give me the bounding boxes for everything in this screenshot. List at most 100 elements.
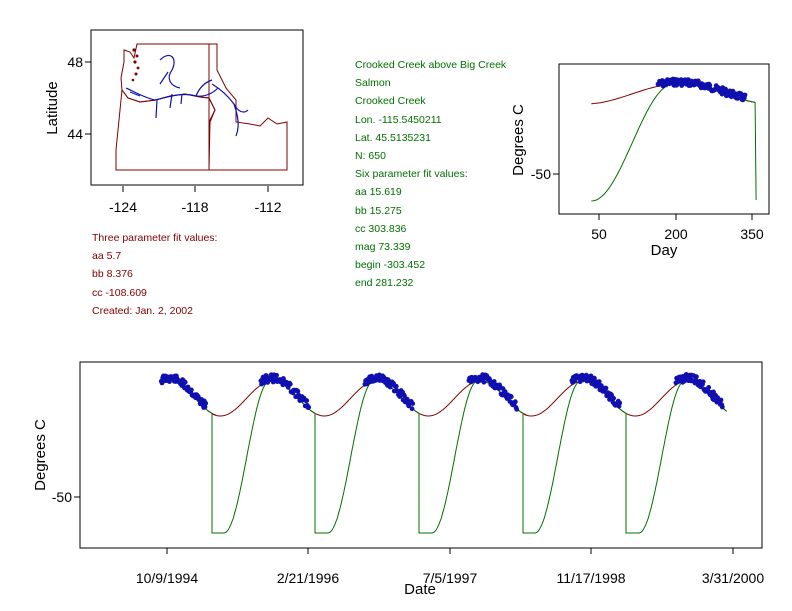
annual-plot-area: [591, 76, 757, 202]
annual-y-tick-label: -50: [531, 166, 551, 182]
annual-x-axis-label: Day: [651, 242, 678, 259]
ts-observation-point: [409, 406, 415, 412]
river-network: [125, 55, 249, 137]
ts-observation-point: [481, 379, 487, 385]
ts-observation-point: [203, 400, 209, 406]
ts-x-tick-label: 11/17/1998: [556, 570, 625, 586]
annual-x-tick-label: 50: [591, 226, 607, 242]
annual-six-param-fit-line: [591, 83, 757, 202]
yakima-river: [159, 71, 169, 85]
annual-observation-point: [731, 89, 736, 95]
site-stream: Crooked Creek: [355, 95, 426, 108]
ts-x-tick-label: 2/21/1996: [277, 570, 339, 586]
cowlitz-river: [129, 91, 141, 97]
ts-observation-point: [304, 398, 310, 403]
map-axes: -124 -118 -112 48 44 Latitude: [44, 54, 282, 215]
map-y-axis-label: Latitude: [44, 81, 61, 134]
map-y-tick-label: 48: [67, 54, 83, 70]
ts-observation-point: [694, 374, 699, 380]
snake-river-segment: [195, 79, 213, 97]
six-param-bb: bb 15.275: [355, 204, 402, 217]
ts-observation-point: [189, 387, 194, 393]
annual-axes: 50 200 350 Day -50 Degrees C: [510, 104, 764, 259]
ts-observation-point: [402, 393, 407, 399]
ts-observation-point: [287, 381, 293, 387]
annual-observation-point: [707, 83, 713, 88]
ts-x-tick-label: 3/31/2000: [702, 570, 764, 586]
site-longitude: Lon. -115.5450211: [355, 113, 442, 126]
site-basin: Salmon: [355, 77, 391, 90]
ts-observation-point: [512, 399, 518, 405]
annual-observation-point: [735, 96, 741, 101]
ts-observation-point: [185, 384, 191, 390]
ts-observation-point: [617, 400, 623, 406]
annual-chart-frame: [558, 63, 770, 215]
ts-observation-point: [718, 397, 724, 403]
salmon-river: [233, 103, 239, 137]
ts-observation-point: [491, 379, 497, 384]
ts-observation-point: [274, 372, 279, 378]
ts-observation-point: [603, 385, 609, 391]
three-param-cc: cc -108.609: [92, 286, 147, 299]
ts-x-axis-label: Date: [404, 581, 436, 598]
oregon-outline: [115, 88, 216, 171]
site-info-panel: Crooked Creek above Big Creek Salmon Cro…: [355, 56, 506, 292]
ts-observation-point: [202, 404, 208, 410]
map-x-tick-label: -112: [255, 199, 282, 215]
map-y-tick-label: 44: [67, 126, 83, 142]
state-boundaries: [115, 43, 288, 171]
three-param-aa: aa 5.7: [92, 250, 122, 263]
ts-observation-point: [306, 404, 312, 410]
ts-observation-point: [700, 379, 706, 385]
columbia-river-upper: [159, 55, 181, 89]
timeseries-axes: 10/9/1994 2/21/1996 7/5/1997 11/17/1998 …: [32, 419, 764, 598]
ts-x-tick-label: 10/9/1994: [136, 570, 198, 586]
ts-observation-point: [592, 375, 597, 381]
site-latitude: Lat. 45.5135231: [355, 131, 431, 144]
ts-observation-point: [508, 394, 514, 400]
map-frame: [90, 29, 304, 186]
timeseries-plot-area: [158, 372, 728, 534]
ts-observation-point: [502, 389, 508, 394]
snake-river: [211, 83, 249, 113]
ts-observation-point: [596, 379, 602, 384]
six-param-mag: mag 73.339: [355, 240, 411, 253]
ts-x-tick-label: 7/5/1997: [423, 570, 478, 586]
three-param-heading: Three parameter fit values:: [92, 232, 218, 244]
site-name: Crooked Creek above Big Creek: [355, 59, 507, 71]
timeseries-chart-frame: [79, 361, 763, 549]
deschutes-river: [169, 93, 173, 109]
annual-chart: 50 200 350 Day -50 Degrees C: [510, 63, 770, 259]
ts-observation-point: [514, 406, 520, 412]
annual-x-tick-label: 200: [664, 226, 688, 242]
six-param-cc: cc 303.836: [355, 222, 407, 235]
timeseries-chart: 10/9/1994 2/21/1996 7/5/1997 11/17/1998 …: [32, 361, 764, 598]
annual-y-axis-label: Degrees C: [510, 104, 527, 176]
six-param-begin: begin -303.452: [355, 259, 426, 272]
ts-observation-point: [410, 401, 416, 406]
puget-sound: [131, 48, 140, 82]
idaho-outline: [208, 43, 288, 171]
map-x-tick-label: -118: [182, 199, 209, 215]
created-date: Created: Jan. 2, 2002: [92, 304, 193, 317]
site-count: N: 650: [355, 149, 386, 162]
three-param-bb: bb 8.376: [92, 268, 133, 281]
john-day-river: [180, 93, 183, 105]
ts-y-tick-label: -50: [52, 489, 72, 505]
map-x-tick-label: -124: [109, 199, 137, 215]
annual-x-tick-label: 350: [740, 226, 764, 242]
six-param-heading: Six parameter fit values:: [355, 168, 468, 181]
ts-observation-point: [295, 388, 301, 394]
annual-observation-point: [742, 92, 748, 98]
willamette-river: [155, 99, 158, 119]
columbia-river-lower: [125, 87, 219, 101]
ts-observation-point: [706, 385, 712, 390]
ts-observation-point: [611, 395, 616, 401]
three-parameter-panel: Three parameter fit values: aa 5.7 bb 8.…: [92, 229, 217, 320]
six-param-aa: aa 15.619: [355, 186, 402, 199]
six-param-end: end 281.232: [355, 277, 414, 290]
ts-observation-point: [393, 383, 399, 389]
ts-y-axis-label: Degrees C: [32, 419, 49, 491]
ts-observation-point: [182, 379, 188, 385]
